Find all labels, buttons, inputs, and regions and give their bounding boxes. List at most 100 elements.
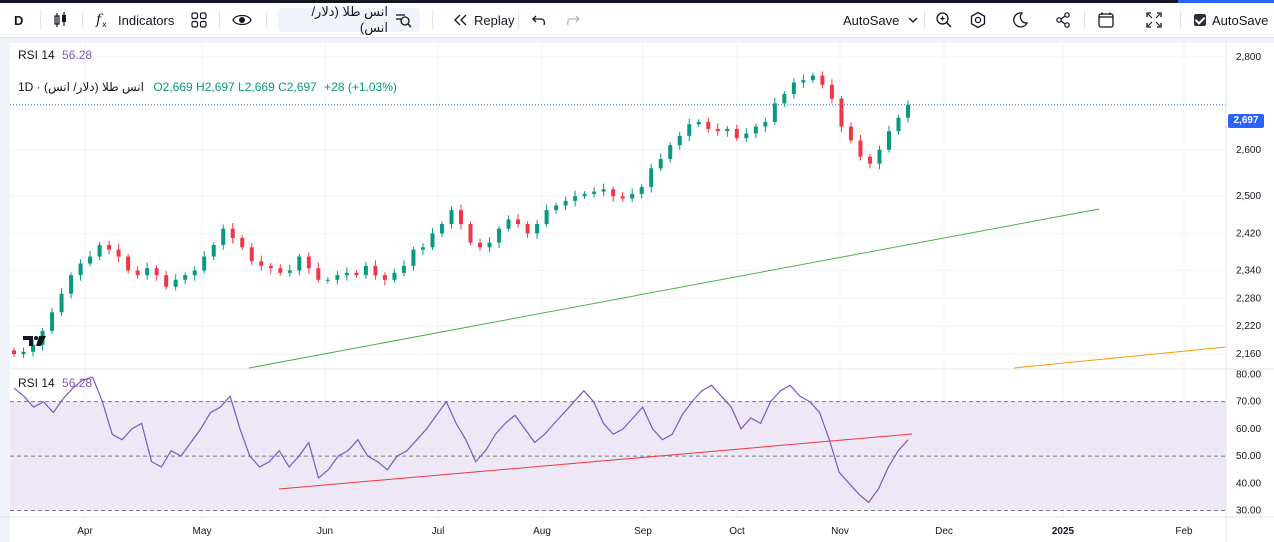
candle-body	[354, 272, 359, 276]
candle-body	[401, 265, 406, 273]
ohlc-values: O2,669 H2,697 L2,669 C2,697	[153, 80, 317, 94]
candle-body	[145, 268, 150, 276]
candle-body	[335, 275, 340, 280]
moon-icon	[1013, 12, 1029, 28]
undo-button[interactable]	[531, 3, 547, 37]
candle-body	[744, 133, 749, 139]
toolbar-divider	[924, 11, 925, 29]
time-axis-label: Apr	[77, 526, 93, 537]
templates-button[interactable]	[190, 3, 208, 37]
interval-button[interactable]: D	[14, 3, 23, 37]
toolbar-divider	[1084, 11, 1085, 29]
candle-body	[211, 244, 216, 257]
symbol-search[interactable]: انس طلا (دلار/ انس)	[278, 4, 420, 35]
tradingview-logo-icon[interactable]	[22, 334, 48, 348]
chart-canvas[interactable]: 2,800 2,600 2,500 2,420 2,340 2,280 2,220 2,160…	[0, 38, 1274, 542]
redo-icon	[566, 15, 580, 26]
price-axis-label: 2,600	[1236, 145, 1261, 156]
candle-body	[677, 135, 682, 146]
candle-body	[801, 80, 806, 83]
candle-body	[411, 249, 416, 266]
grid-icon	[191, 12, 207, 28]
candle-body	[287, 270, 292, 273]
change-value: +28 (+1.03%)	[324, 80, 397, 94]
search-sparkle-icon	[936, 12, 952, 28]
rsi-axis-label: 50.00	[1236, 451, 1261, 462]
candle-body	[896, 117, 901, 132]
replay-label: Replay	[474, 12, 515, 28]
candles-icon	[54, 12, 66, 27]
autosave-toggle[interactable]: AutoSave	[1194, 3, 1268, 37]
candle-body	[886, 131, 891, 150]
autosave-label: AutoSave	[843, 12, 900, 28]
candle-body	[12, 350, 16, 355]
rsi-overbought-oversold-band	[10, 401, 1226, 511]
time-axis-label: Jun	[317, 526, 333, 537]
rsi-pane-legend[interactable]: RSI 14 56.28	[18, 376, 92, 390]
chart-area[interactable]: 2,800 2,600 2,500 2,420 2,340 2,280 2,220 2,160…	[0, 38, 1274, 542]
candle-body	[69, 275, 74, 294]
share-icon	[1056, 12, 1070, 28]
share-button[interactable]	[1054, 3, 1072, 37]
toolbar-divider	[1180, 11, 1181, 29]
time-axis-label: Oct	[729, 526, 745, 537]
candle-body	[21, 351, 26, 355]
time-axis-label: May	[193, 526, 212, 537]
candle-body	[839, 98, 844, 127]
candle-body	[658, 159, 663, 169]
candle-body	[620, 196, 625, 199]
candle-body	[696, 121, 701, 125]
candle-body	[126, 256, 131, 271]
last-price-tag: 2,697	[1228, 114, 1264, 128]
fullscreen-button[interactable]	[1145, 3, 1163, 37]
candle-body	[611, 189, 616, 197]
rewind-icon	[454, 14, 467, 26]
chart-type-button[interactable]	[52, 3, 70, 37]
settings-button[interactable]	[969, 3, 987, 37]
replay-button[interactable]: Replay	[452, 3, 514, 37]
eye-icon	[232, 14, 252, 26]
chevron-down-icon	[908, 17, 918, 23]
quick-search-button[interactable]	[935, 3, 953, 37]
candle-body	[278, 268, 283, 273]
price-axis-label: 2,340	[1236, 266, 1261, 277]
interval-label: D	[14, 12, 24, 28]
layout-button[interactable]	[1097, 3, 1115, 37]
autosave-dropdown[interactable]: AutoSave	[843, 3, 919, 37]
time-axis-label: Jul	[432, 526, 445, 537]
candle-body	[630, 193, 635, 199]
indicators-button[interactable]: f x Indicators	[94, 3, 174, 37]
checkbox-checked-icon	[1194, 14, 1206, 26]
rsi-axis-label: 30.00	[1236, 506, 1261, 517]
candle-body	[154, 268, 159, 276]
top-toolbar: D f x Indicators انس طل	[0, 0, 1274, 38]
symbol-legend[interactable]: انس طلا (دلار/ انس) · 1D O2,669 H2,697 L…	[18, 80, 397, 94]
candle-body	[573, 196, 578, 201]
rsi-band	[10, 401, 1226, 512]
candle-body	[877, 149, 882, 164]
green-trendline	[248, 208, 1100, 369]
visibility-button[interactable]	[232, 3, 252, 37]
trendlines[interactable]	[248, 208, 1227, 490]
price-axis-label: 2,800	[1236, 52, 1261, 63]
candle-body	[306, 256, 311, 269]
candle-body	[525, 224, 530, 234]
candle-body	[135, 270, 140, 276]
toolbar-divider	[432, 11, 433, 29]
fullscreen-icon	[1146, 12, 1162, 28]
toolbar-divider	[219, 11, 220, 29]
theme-button[interactable]	[1011, 3, 1029, 37]
chart-axes: 2,800 2,600 2,500 2,420 2,340 2,280 2,220 2,160…	[0, 38, 1274, 542]
candle-body	[649, 168, 654, 187]
candle-body	[59, 293, 64, 313]
window-edge-accent	[1178, 0, 1274, 3]
rsi-legend-top[interactable]: RSI 14 56.28	[18, 48, 92, 62]
price-axis-label: 2,420	[1236, 228, 1261, 239]
redo-button[interactable]	[565, 3, 581, 37]
candle-body	[706, 121, 711, 129]
candle-body	[202, 256, 207, 271]
candle-body	[363, 265, 368, 276]
rsi-axis-label: 70.00	[1236, 397, 1261, 408]
rsi-top-name: RSI 14	[18, 48, 55, 62]
candle-body	[449, 210, 454, 225]
